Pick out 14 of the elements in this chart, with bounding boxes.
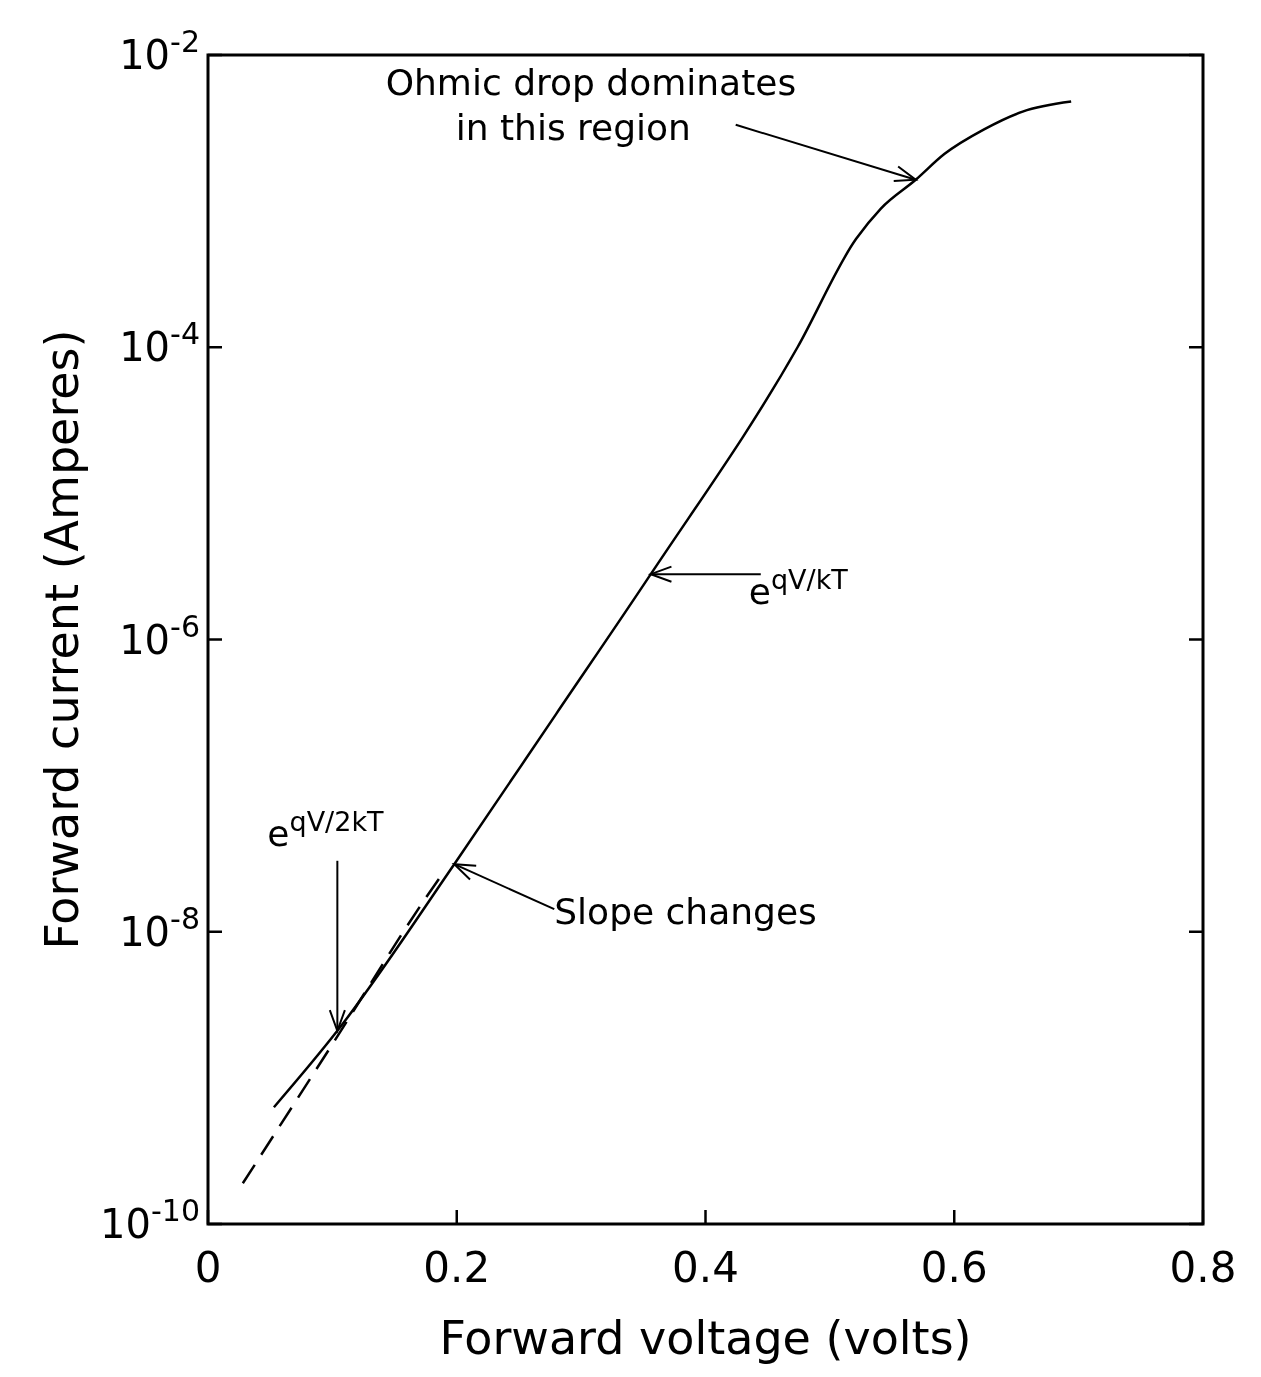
annotation: e$^{qV/kT}$ bbox=[748, 563, 849, 613]
x-tick-label: 0.4 bbox=[672, 1243, 739, 1292]
annotation: Slope changes bbox=[554, 891, 817, 933]
x-axis-title: Forward voltage (volts) bbox=[439, 1311, 972, 1365]
annotation: Ohmic drop dominates in this region bbox=[385, 61, 797, 148]
y-tick-label: 10$^{-2}$ bbox=[119, 23, 200, 78]
y-tick-label: 10$^{-4}$ bbox=[119, 315, 200, 371]
x-tick-label: 0.6 bbox=[920, 1243, 988, 1292]
y-tick-label: 10$^{-6}$ bbox=[119, 608, 200, 663]
x-tick-label: 0.8 bbox=[1169, 1243, 1237, 1292]
y-axis-title: Forward current (Amperes) bbox=[35, 329, 89, 950]
x-tick-label: 0.2 bbox=[423, 1243, 491, 1292]
annotation: e$^{qV/2kT}$ bbox=[267, 805, 385, 854]
y-tick-label: 10$^{-8}$ bbox=[119, 900, 200, 955]
